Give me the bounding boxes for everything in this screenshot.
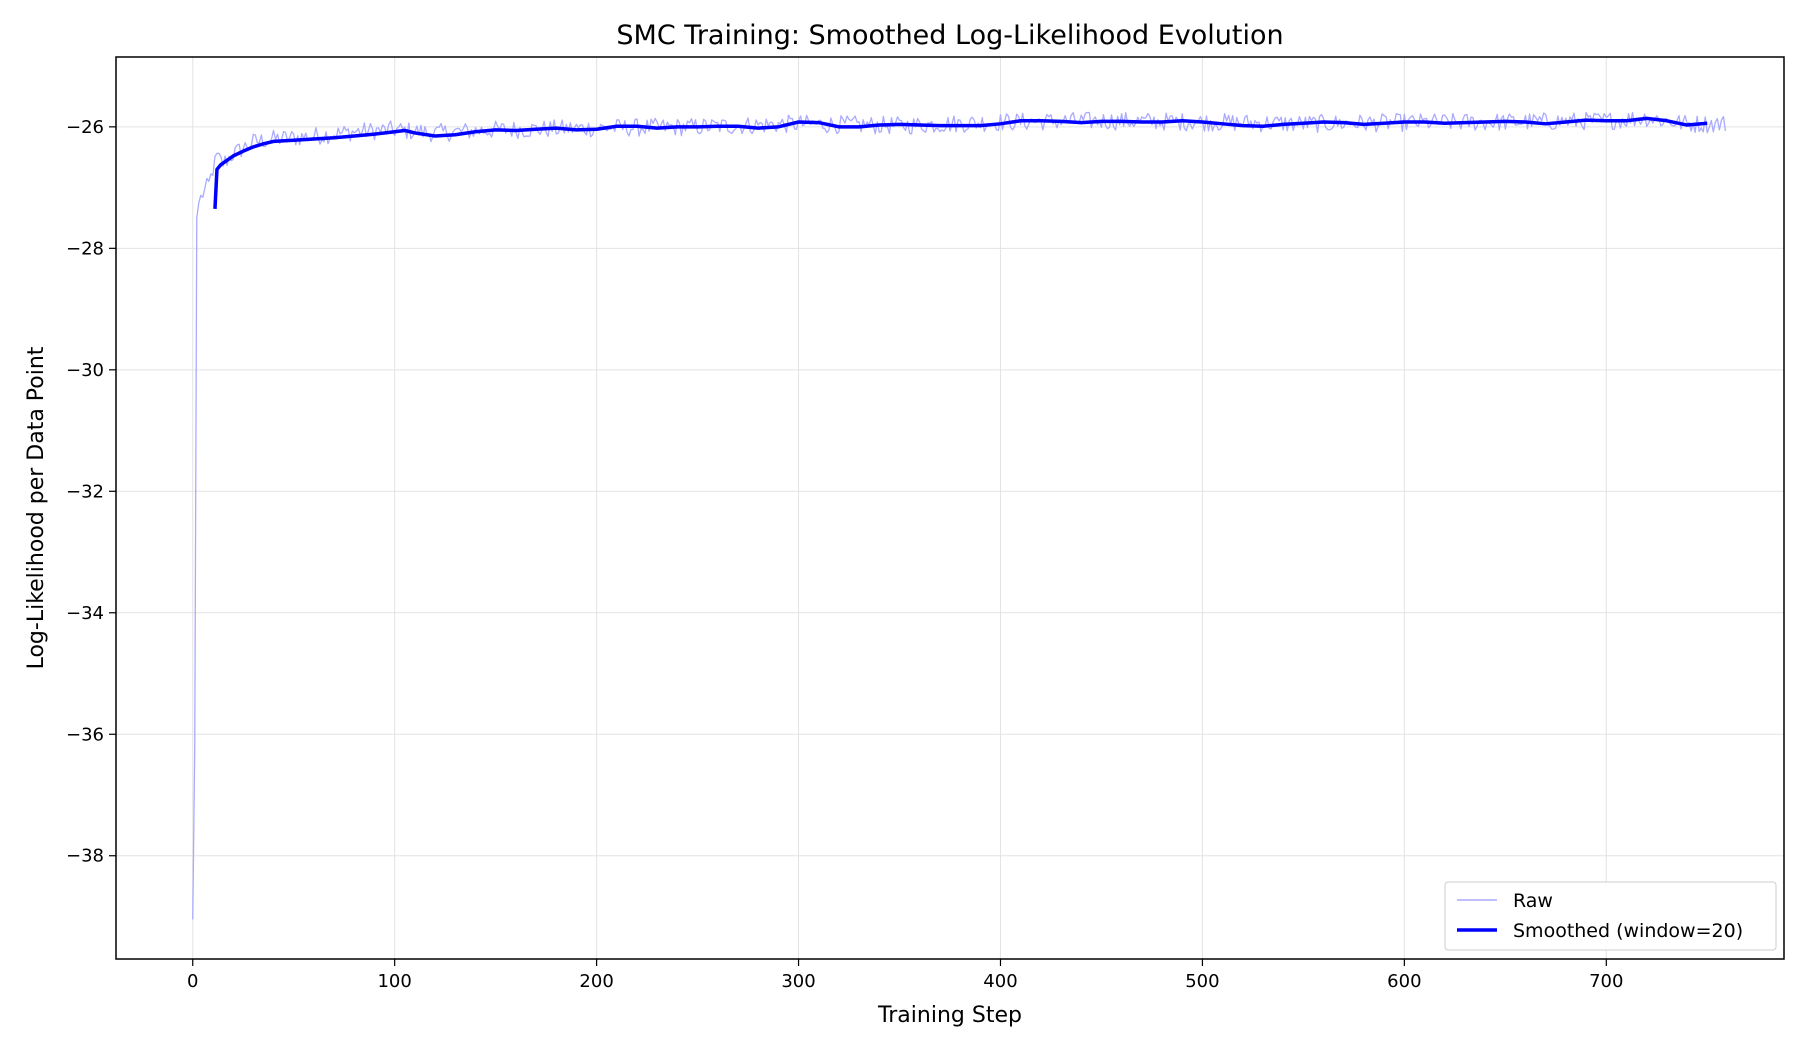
y-axis-label: Log-Likelihood per Data Point (24, 346, 49, 669)
chart-title: SMC Training: Smoothed Log-Likelihood Ev… (616, 20, 1283, 51)
plot-area (192, 111, 1727, 920)
x-tick-label: 200 (579, 971, 613, 992)
x-tick-label: 600 (1387, 971, 1421, 992)
y-tick-label: −26 (66, 117, 104, 138)
y-tick-label: −32 (66, 481, 104, 502)
y-tick-label: −38 (66, 846, 104, 867)
legend: Raw Smoothed (window=20) (1444, 881, 1777, 951)
axes-frame (115, 56, 1785, 960)
x-tick-label: 100 (377, 971, 411, 992)
y-tick-label: −30 (66, 360, 104, 381)
x-tick-label: 400 (983, 971, 1017, 992)
legend-label-smoothed: Smoothed (window=20) (1513, 920, 1743, 942)
x-tick-label: 300 (781, 971, 815, 992)
axis-ticks: 0 100 200 300 400 500 600 700 −38 −36 −34 −32 −30 −28… (66, 117, 1623, 992)
smoothed-series-line (213, 116, 1708, 209)
x-axis-label: Training Step (877, 1003, 1022, 1028)
legend-box (1444, 881, 1777, 951)
x-tick-label: 0 (187, 971, 198, 992)
y-tick-label: −34 (66, 603, 104, 624)
y-tick-label: −28 (66, 238, 104, 259)
y-tick-label: −36 (66, 724, 104, 745)
legend-label-raw: Raw (1513, 890, 1553, 912)
x-tick-label: 700 (1589, 971, 1623, 992)
x-tick-label: 500 (1185, 971, 1219, 992)
